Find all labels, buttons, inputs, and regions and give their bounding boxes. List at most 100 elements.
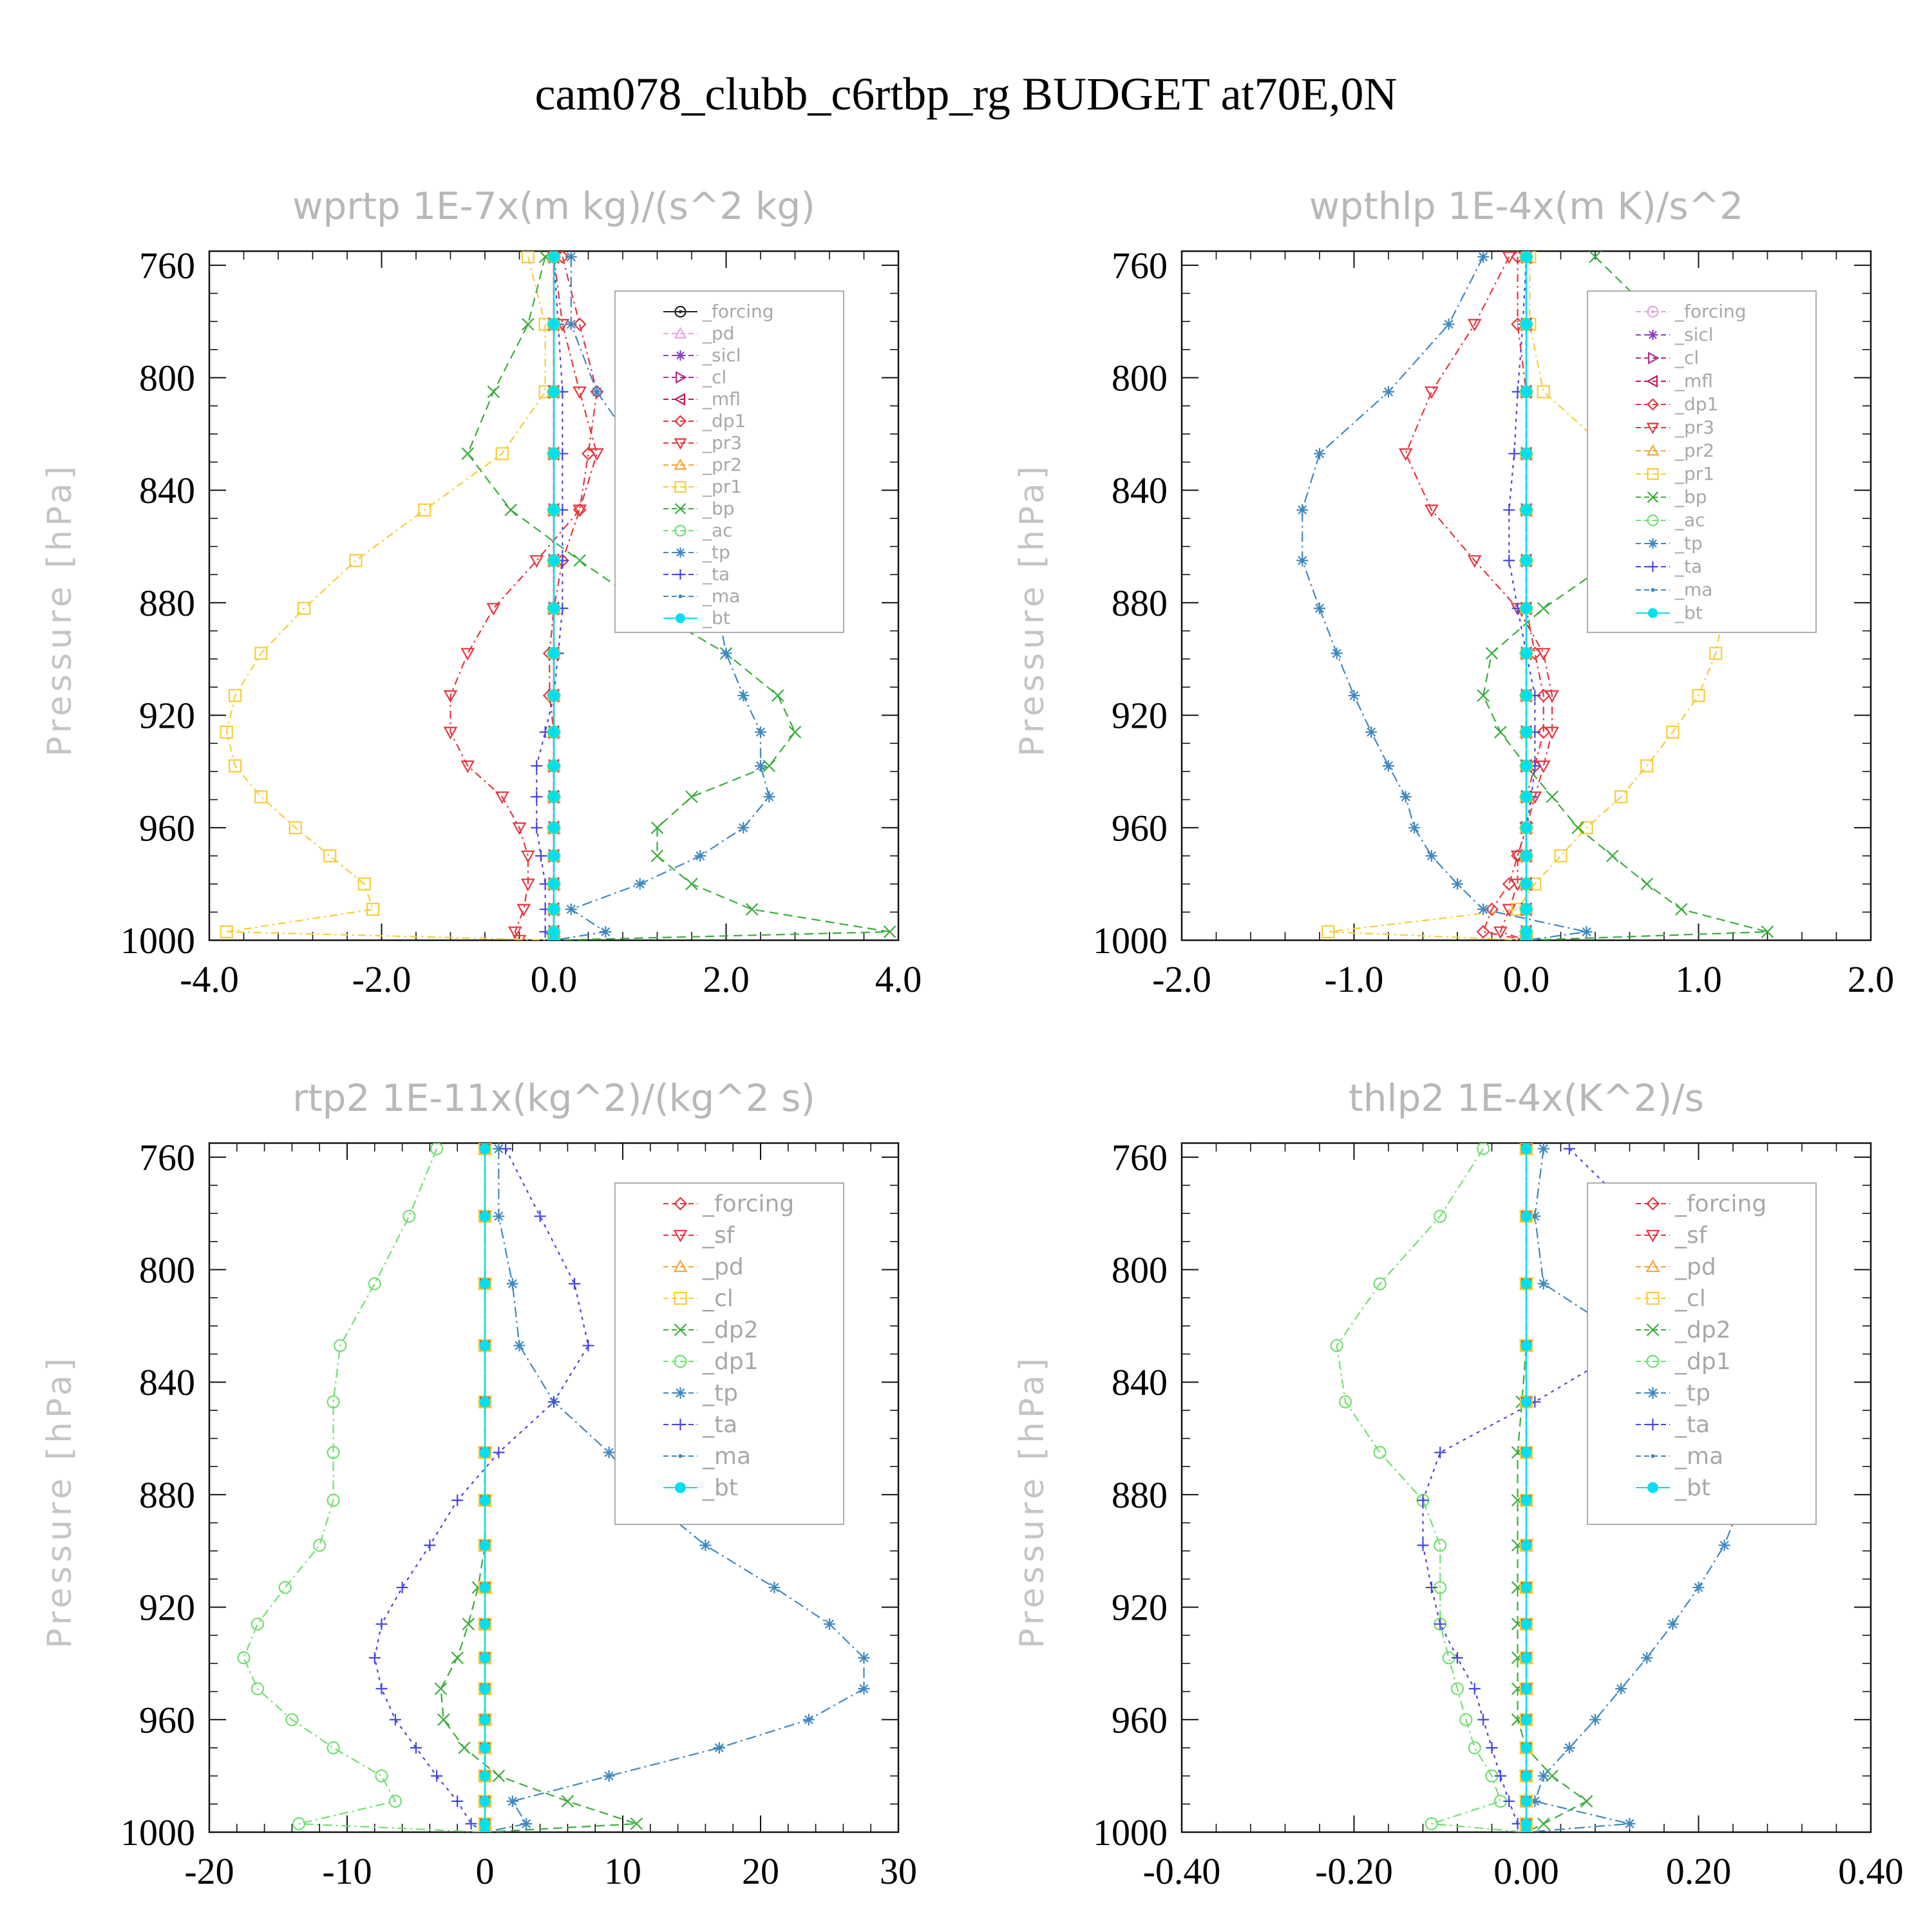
data-point (516, 904, 531, 917)
y-tick-label: 960 (139, 807, 195, 849)
data-point (685, 877, 698, 891)
data-point (1520, 603, 1532, 614)
legend-box (1587, 290, 1817, 633)
data-point (327, 1446, 340, 1459)
legend-label: _dp2 (702, 1317, 759, 1343)
data-point (1417, 1494, 1429, 1506)
data-point (1520, 1211, 1532, 1222)
legend-label: _cl (1674, 1285, 1706, 1312)
data-point (298, 601, 311, 615)
legend-marker (674, 503, 687, 515)
data-point (521, 850, 535, 864)
data-point (548, 822, 560, 833)
data-point (1520, 1826, 1532, 1832)
y-tick-label: 1000 (1093, 920, 1168, 961)
legend-label: _tp (702, 542, 730, 563)
series-tp (1296, 251, 1593, 940)
legend-marker (1647, 1482, 1659, 1493)
legend-entry: _tp (1636, 1380, 1710, 1406)
legend-marker (1645, 1229, 1660, 1243)
x-tick-label: -2.0 (1152, 958, 1211, 1000)
data-point (685, 790, 698, 804)
legend-marker (673, 1229, 688, 1243)
legend-marker (675, 350, 686, 361)
y-tick-label: 760 (139, 1137, 195, 1179)
legend-marker (674, 1419, 687, 1430)
legend-entry: _pr3 (1636, 417, 1714, 438)
data-point (368, 1652, 381, 1664)
legend-entry: _sf (663, 1222, 735, 1249)
legend-entry: _bt (1636, 602, 1703, 623)
legend-marker (674, 327, 687, 339)
y-tick-label: 880 (1112, 582, 1168, 624)
legend-label: _ma (702, 1443, 751, 1470)
data-point (479, 1826, 491, 1832)
legend-marker (1646, 444, 1660, 456)
data-point (1296, 504, 1309, 516)
data-point (1477, 903, 1490, 915)
data-point (591, 386, 603, 398)
data-point (389, 1714, 401, 1726)
data-point (1641, 1652, 1653, 1664)
legend-entry: _tp (1636, 533, 1703, 554)
chart-panel-3: rtp2 1E-11x(kg^2)/(kg^2 s) Pressure [hPa]… (41, 1076, 917, 1892)
data-point (565, 903, 577, 915)
data-point (535, 849, 547, 862)
data-point (883, 925, 896, 938)
data-point (1520, 904, 1532, 915)
data-point (1520, 1340, 1532, 1351)
legend-label: _pd (1674, 1254, 1716, 1280)
legend-marker (674, 1291, 687, 1305)
y-axis-label: Pressure [hPa] (1013, 1354, 1052, 1649)
data-point (1503, 1795, 1515, 1807)
data-point (1484, 902, 1499, 916)
legend-entry: _pr1 (663, 476, 742, 497)
data-point (858, 1652, 870, 1664)
data-point (220, 925, 233, 938)
legend-label: _pd (702, 323, 735, 344)
legend-entry: _ac (663, 520, 733, 541)
legend-marker (1651, 1454, 1655, 1458)
data-point (1709, 647, 1723, 660)
data-point (479, 1582, 491, 1593)
data-point (603, 1770, 615, 1782)
data-point (1545, 726, 1559, 740)
data-point (323, 849, 337, 863)
legend-entry: _pd (663, 1254, 744, 1280)
legend-marker (1645, 1197, 1660, 1211)
legend-entry: _bp (1636, 486, 1707, 507)
data-point (479, 1818, 491, 1830)
legend-entry: _pr3 (663, 432, 742, 453)
data-point (1508, 448, 1520, 460)
data-point (1537, 1278, 1549, 1290)
legend-marker (1647, 1419, 1659, 1430)
legend-entry: _ma (1636, 579, 1712, 600)
data-point (1450, 1682, 1464, 1696)
x-tick-label: -10 (322, 1850, 372, 1892)
chart-panel-2: wpthlp 1E-4x(m K)/s^2 Pressure [hPa] -2.0 -… (1013, 184, 1894, 1000)
data-point (548, 448, 560, 459)
data-point (1425, 849, 1437, 862)
legend-entry: _pr2 (663, 454, 742, 475)
data-point (1452, 1652, 1463, 1664)
y-tick-label: 840 (139, 469, 195, 511)
data-point (251, 1617, 264, 1631)
data-point (1494, 1770, 1506, 1782)
legend-entry: _forcing (663, 301, 774, 322)
legend-entry: _mfl (663, 388, 741, 410)
data-point (1589, 1714, 1601, 1726)
data-point (1520, 504, 1532, 516)
data-point (500, 1143, 512, 1155)
legend-entry: _tp (663, 542, 730, 563)
data-point (548, 504, 560, 516)
data-point (1398, 448, 1413, 461)
data-point (548, 603, 560, 614)
data-point (573, 554, 586, 567)
legend-marker (1646, 398, 1660, 411)
legend-entry: _sicl (1636, 324, 1714, 345)
legend-label: _ma (1674, 1443, 1723, 1470)
legend-label: _pr1 (702, 476, 742, 497)
data-point (548, 926, 560, 938)
y-tick-label: 840 (1112, 1361, 1168, 1403)
x-tick-label: 0.0 (1503, 958, 1550, 1000)
